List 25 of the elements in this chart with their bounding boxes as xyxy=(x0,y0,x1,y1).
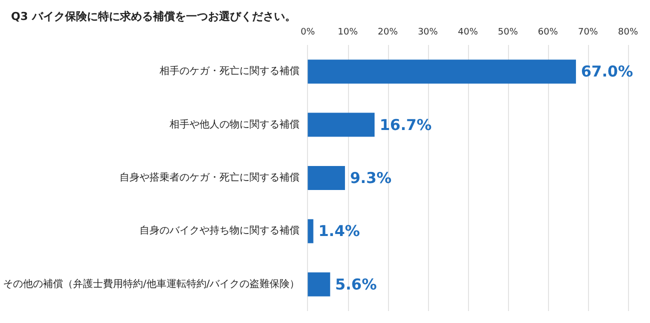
text: Q3 バイク保険に特に求める補償を一つお選びください。 xyxy=(11,10,296,23)
y-tick-label: その他の補償（弁護士費用特約/他車運転特約/バイクの盗難保険） xyxy=(2,278,300,290)
x-tick-label: 50% xyxy=(498,28,518,38)
data-label: 67.0% xyxy=(580,62,634,81)
bar xyxy=(308,60,576,84)
x-tick-label: 60% xyxy=(538,28,558,38)
data-label: 16.7% xyxy=(380,116,432,134)
y-tick-label: 相手のケガ・死亡に関する補償 xyxy=(160,65,300,78)
x-tick-label: 20% xyxy=(378,28,398,38)
x-tick-label: 0% xyxy=(300,28,316,38)
x-tick-label: 10% xyxy=(338,28,358,38)
x-tick-label: 30% xyxy=(418,28,438,38)
y-tick-label: 自身や搭乗者のケガ・死亡に関する補償 xyxy=(120,172,300,184)
x-tick-label: 70% xyxy=(578,28,598,38)
y-tick-label: 相手や他人の物に関する補償 xyxy=(170,118,300,130)
bar xyxy=(308,166,345,190)
x-tick-label: 40% xyxy=(458,28,478,38)
bar xyxy=(308,112,375,137)
data-label: 1.4% xyxy=(318,222,360,240)
data-label: 5.6% xyxy=(335,275,377,294)
data-label: 9.3% xyxy=(350,169,392,187)
bar xyxy=(308,219,314,244)
bar xyxy=(308,272,330,296)
y-tick-label: 自身のバイクや持ち物に関する補償 xyxy=(140,224,300,237)
x-tick-label: 80% xyxy=(618,28,638,38)
